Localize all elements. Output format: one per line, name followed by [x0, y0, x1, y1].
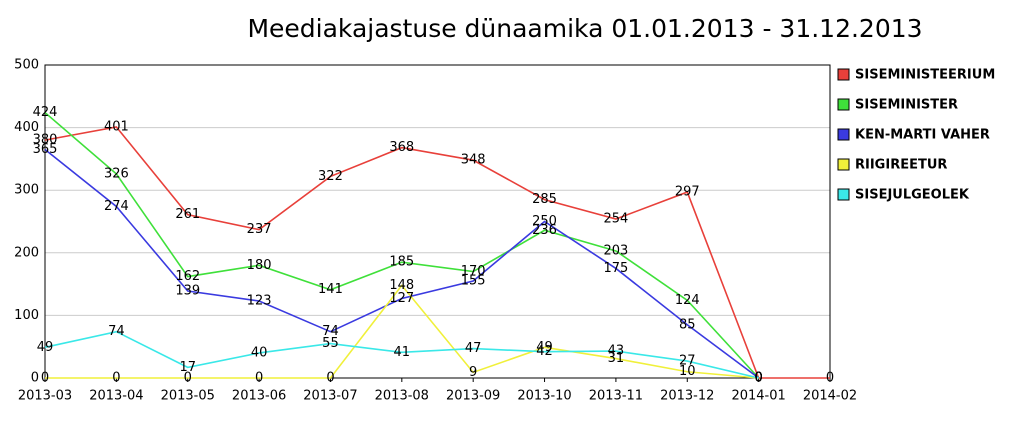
data-label: 148	[389, 278, 414, 293]
data-label: 74	[108, 324, 125, 339]
data-label: 9	[469, 365, 477, 380]
data-label: 365	[33, 142, 58, 157]
x-tick-label: 2013-09	[446, 389, 500, 404]
data-label: 85	[679, 317, 696, 332]
legend-swatch	[837, 188, 850, 201]
legend-swatch	[837, 128, 850, 141]
data-label: 254	[603, 211, 628, 226]
data-label: 368	[389, 140, 414, 155]
x-tick-label: 2014-01	[731, 389, 785, 404]
legend-label: RIIGIREETUR	[855, 158, 947, 173]
legend-swatch	[837, 68, 850, 81]
x-tick-label: 2013-11	[589, 389, 643, 404]
data-label: 42	[536, 344, 553, 359]
x-tick-label: 2013-10	[517, 389, 571, 404]
data-label: 236	[532, 223, 557, 238]
data-label: 297	[675, 185, 700, 200]
data-label: 124	[675, 293, 700, 308]
data-label: 0	[826, 371, 834, 386]
y-tick-label: 100	[14, 308, 39, 323]
y-tick-label: 500	[14, 58, 39, 73]
plot-area	[45, 65, 830, 378]
data-label: 424	[33, 105, 58, 120]
legend-swatch	[837, 158, 850, 171]
legend-label: SISEMINISTER	[855, 98, 958, 113]
data-label: 0	[754, 371, 762, 386]
legend-label: KEN-MARTI VAHER	[855, 128, 990, 143]
data-label: 49	[536, 340, 553, 355]
data-label: 0	[754, 371, 762, 386]
data-label: 285	[532, 192, 557, 207]
data-label: 47	[465, 341, 482, 356]
data-label: 141	[318, 282, 343, 297]
data-label: 175	[603, 261, 628, 276]
series-line	[44, 111, 760, 379]
series-line	[44, 148, 760, 379]
series-line	[45, 284, 759, 379]
y-tick-label: 200	[14, 245, 39, 260]
data-label: 10	[679, 364, 696, 379]
data-label: 274	[104, 199, 129, 214]
x-tick-label: 2013-03	[18, 389, 72, 404]
data-label: 326	[104, 166, 129, 181]
data-label: 17	[179, 360, 196, 375]
series-line	[44, 126, 830, 379]
data-label: 74	[322, 324, 339, 339]
data-label: 0	[754, 371, 762, 386]
data-label: 185	[389, 255, 414, 270]
data-label: 0	[184, 371, 192, 386]
data-label: 0	[112, 371, 120, 386]
data-label: 162	[175, 269, 200, 284]
data-label: 0	[255, 371, 263, 386]
chart-title: Meediakajastuse dünaamika 01.01.2013 - 3…	[247, 14, 922, 43]
data-label: 40	[251, 345, 268, 360]
data-label: 0	[754, 371, 762, 386]
data-label: 155	[461, 273, 486, 288]
data-label: 322	[318, 169, 343, 184]
data-label: 348	[461, 153, 486, 168]
y-tick-label: 0	[31, 371, 39, 386]
data-label: 49	[37, 340, 54, 355]
data-label: 0	[41, 371, 49, 386]
x-tick-label: 2013-04	[89, 389, 143, 404]
x-tick-label: 2014-02	[803, 389, 857, 404]
data-label: 203	[603, 243, 628, 258]
x-tick-label: 2013-06	[232, 389, 286, 404]
legend-label: SISEMINISTEERIUM	[855, 68, 995, 83]
data-label: 41	[394, 345, 411, 360]
data-label: 27	[679, 354, 696, 369]
x-tick-label: 2013-07	[303, 389, 357, 404]
x-tick-label: 2013-05	[161, 389, 215, 404]
data-label: 180	[247, 258, 272, 273]
legend-swatch	[837, 98, 850, 111]
data-label: 401	[104, 119, 129, 134]
data-label: 31	[608, 351, 625, 366]
legend-label: SISEJULGEOLEK	[855, 188, 970, 203]
data-label: 0	[754, 371, 762, 386]
data-label: 380	[33, 133, 58, 148]
data-label: 43	[608, 344, 625, 359]
data-label: 123	[247, 294, 272, 309]
data-label: 170	[461, 264, 486, 279]
x-tick-label: 2013-08	[375, 389, 429, 404]
series-line	[44, 330, 759, 379]
data-label: 55	[322, 336, 339, 351]
data-label: 0	[326, 371, 334, 386]
data-label: 237	[247, 222, 272, 237]
plot-border	[44, 64, 831, 379]
data-label: 250	[532, 214, 557, 229]
x-tick-label: 2013-12	[660, 389, 714, 404]
data-label: 261	[175, 207, 200, 222]
y-tick-label: 400	[14, 120, 39, 135]
data-label: 127	[389, 291, 414, 306]
data-label: 139	[175, 283, 200, 298]
y-tick-label: 300	[14, 183, 39, 198]
